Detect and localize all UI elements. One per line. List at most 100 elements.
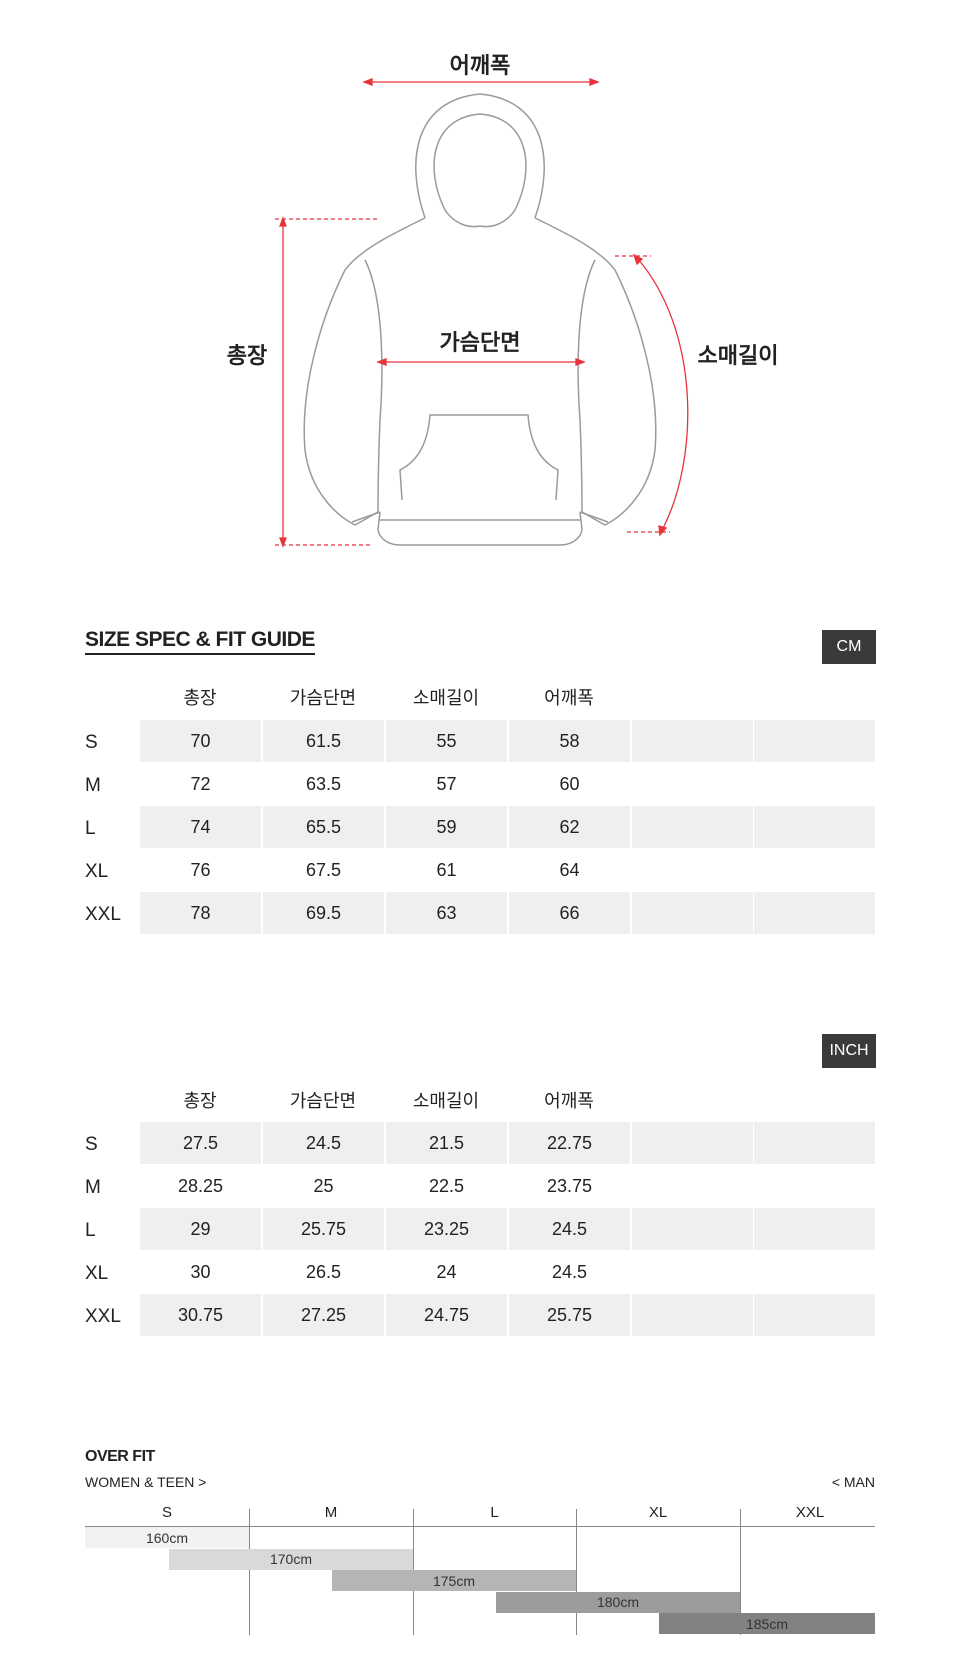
size-label: XL xyxy=(85,1263,109,1284)
table-cell: 29 xyxy=(140,1208,261,1250)
table-cell: 63.5 xyxy=(305,773,342,794)
fit-title: OVER FIT xyxy=(85,1448,155,1465)
shoulder-label: 어깨폭 xyxy=(449,53,511,78)
table-cell xyxy=(632,849,753,891)
table-cell: 67.5 xyxy=(305,859,342,880)
chest-label: 가슴단면 xyxy=(439,330,521,355)
column-header: 어깨폭 xyxy=(544,688,594,708)
table-cell xyxy=(754,1122,875,1164)
size-label: M xyxy=(85,1177,101,1198)
fit-height-bar: 170cm xyxy=(169,1548,413,1570)
measure-lines xyxy=(275,78,689,548)
fit-size-label: M xyxy=(324,1504,338,1521)
table-cell: 25.75 xyxy=(263,1208,384,1250)
table-cell: 23.25 xyxy=(386,1208,507,1250)
table-cell: 69.5 xyxy=(263,892,384,934)
table-cell: 30.75 xyxy=(140,1294,261,1336)
inch-unit-badge: INCH xyxy=(822,1034,876,1068)
table-cell xyxy=(632,1165,753,1207)
table-cell: 30 xyxy=(190,1261,211,1282)
fit-size-label: XXL xyxy=(795,1504,825,1521)
table-cell: 24 xyxy=(436,1261,457,1282)
table-cell: 74 xyxy=(140,806,261,848)
table-cell xyxy=(754,1208,875,1250)
table-cell xyxy=(754,1165,875,1207)
table-cell: 70 xyxy=(140,720,261,762)
table-cell: 61.5 xyxy=(263,720,384,762)
table-cell: 64 xyxy=(559,859,580,880)
column-header: 소매길이 xyxy=(412,688,480,708)
fit-height-bar: 160cm xyxy=(85,1527,249,1548)
fit-divider xyxy=(740,1509,741,1635)
size-label: XL xyxy=(85,861,109,882)
fit-divider xyxy=(249,1509,250,1635)
table-cell: 59 xyxy=(386,806,507,848)
table-cell: 26.5 xyxy=(305,1261,342,1282)
table-cell: 27.25 xyxy=(263,1294,384,1336)
table-cell: 72 xyxy=(190,773,211,794)
table-cell: 22.5 xyxy=(428,1175,465,1196)
table-cell xyxy=(632,806,753,848)
size-label: XXL xyxy=(85,1306,121,1327)
fit-divider xyxy=(576,1509,577,1635)
table-cell xyxy=(754,1294,875,1336)
table-cell: 25 xyxy=(313,1175,334,1196)
fit-axis-line xyxy=(85,1526,875,1527)
table-cell: 63 xyxy=(386,892,507,934)
table-cell: 57 xyxy=(436,773,457,794)
column-header: 총장 xyxy=(183,1091,217,1111)
fit-women-teen-label: WOMEN & TEEN > xyxy=(85,1474,207,1490)
table-cell: 24.75 xyxy=(386,1294,507,1336)
size-label: L xyxy=(85,1220,96,1241)
table-cell xyxy=(754,806,875,848)
column-header: 소매길이 xyxy=(412,1091,480,1111)
table-cell: 60 xyxy=(559,773,580,794)
fit-man-label: < MAN xyxy=(831,1474,875,1490)
table-cell: 76 xyxy=(190,859,211,880)
table-cell xyxy=(632,763,753,805)
table-cell xyxy=(632,1208,753,1250)
table-cell: 62 xyxy=(509,806,630,848)
table-cell: 24.5 xyxy=(509,1208,630,1250)
size-label: S xyxy=(85,1134,98,1155)
cm-unit-badge: CM xyxy=(822,630,876,664)
column-header: 어깨폭 xyxy=(544,1091,594,1111)
table-cell: 25.75 xyxy=(509,1294,630,1336)
column-header: 총장 xyxy=(183,688,217,708)
fit-height-bar: 180cm xyxy=(496,1591,740,1613)
table-cell: 22.75 xyxy=(509,1122,630,1164)
table-cell: 66 xyxy=(509,892,630,934)
table-cell: 78 xyxy=(140,892,261,934)
table-cell: 61 xyxy=(436,859,457,880)
table-cell: 23.75 xyxy=(546,1175,593,1196)
table-cell: 21.5 xyxy=(386,1122,507,1164)
size-label: XXL xyxy=(85,904,121,925)
table-cell xyxy=(632,720,753,762)
table-cell xyxy=(754,892,875,934)
table-cell xyxy=(632,1122,753,1164)
table-cell: 58 xyxy=(509,720,630,762)
size-label: L xyxy=(85,818,96,839)
table-cell xyxy=(754,763,875,805)
fit-height-bar: 175cm xyxy=(332,1570,576,1591)
fit-height-bar: 185cm xyxy=(659,1613,875,1634)
table-cell xyxy=(632,892,753,934)
table-cell xyxy=(754,849,875,891)
size-label: S xyxy=(85,732,98,753)
table-cell xyxy=(632,1251,753,1293)
hoodie-diagram xyxy=(275,78,689,548)
table-cell: 27.5 xyxy=(140,1122,261,1164)
fit-size-label: XL xyxy=(648,1504,668,1521)
table-cell: 28.25 xyxy=(177,1175,224,1196)
table-cell xyxy=(754,720,875,762)
column-header: 가슴단면 xyxy=(289,688,357,708)
sleeve-label: 소매길이 xyxy=(697,343,779,368)
fit-size-label: L xyxy=(490,1504,499,1521)
length-label: 총장 xyxy=(226,343,268,368)
hoodie-outline xyxy=(303,93,657,546)
table-cell: 24.5 xyxy=(551,1261,588,1282)
table-cell: 65.5 xyxy=(263,806,384,848)
size-label: M xyxy=(85,775,101,796)
table-cell: 24.5 xyxy=(263,1122,384,1164)
table-cell xyxy=(754,1251,875,1293)
